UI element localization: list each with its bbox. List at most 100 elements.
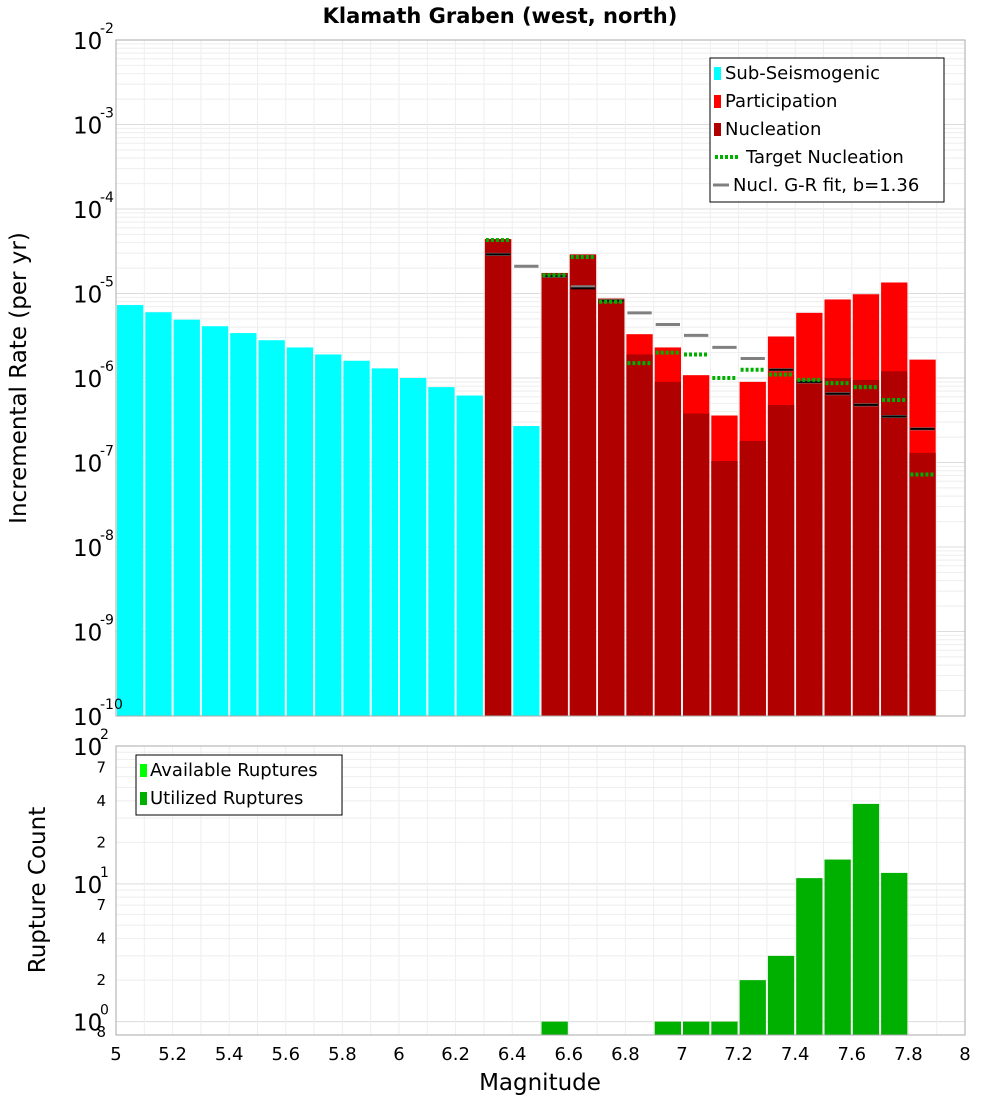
utilized-ruptures-bar: [541, 1021, 568, 1035]
utilized-ruptures-bar: [852, 803, 880, 1035]
top-y-tick-exponent: -8: [100, 528, 114, 544]
nucleation-bar: [541, 272, 568, 716]
x-tick-label: 7.2: [724, 1044, 753, 1065]
top-bars: [117, 239, 936, 717]
sub-seismogenic-bar: [173, 319, 200, 716]
nucleation-bar: [654, 381, 681, 716]
x-tick-label: 7.4: [781, 1044, 810, 1065]
nucleation-bar: [711, 461, 738, 716]
top-y-tick-exponent: -5: [100, 275, 114, 291]
utilized-ruptures-bar: [654, 1021, 681, 1035]
nucleation-bar: [569, 254, 597, 716]
bottom-y-tick-base: 10: [73, 873, 102, 899]
sub-seismogenic-bar: [286, 347, 314, 716]
legend-swatch-participation: [714, 95, 721, 108]
top-y-tick-base: 10: [73, 283, 102, 309]
top-y-tick: 10-9: [73, 613, 114, 647]
bottom-y-major-tick: 100: [73, 1003, 109, 1037]
sub-seismogenic-bar: [145, 312, 172, 716]
x-tick-label: 7: [676, 1044, 687, 1065]
chart-title: Klamath Graben (west, north): [323, 4, 678, 28]
x-tick-label: 7.6: [837, 1044, 866, 1065]
top-legend-box: [709, 57, 945, 203]
legend-label-utilized: Utilized Ruptures: [150, 788, 303, 809]
nucleation-bar: [881, 371, 908, 716]
sub-seismogenic-bar: [230, 333, 257, 716]
top-y-tick: 10-3: [73, 106, 114, 140]
top-legend: Sub-Seismogenic Participation Nucleation Ta…: [709, 57, 945, 203]
sub-seismogenic-bar: [400, 378, 427, 716]
top-marker-lines: [485, 237, 935, 477]
utilized-ruptures-bar: [881, 872, 908, 1035]
nucleation-bar: [484, 239, 512, 717]
bottom-y-minor-tick: 4: [96, 930, 106, 948]
bottom-y-minor-tick: 7: [96, 896, 106, 914]
top-y-tick-base: 10: [73, 536, 102, 562]
nucleation-bar: [796, 379, 823, 716]
x-tick-labels: 5 5.2 5.4 5.6 5.8 6 6.2 6.4 6.6 6.8 7 7.2 7.4 7.6 7.8 8: [110, 1044, 970, 1065]
legend-label-target: Target Nucleation: [745, 147, 904, 168]
bottom-y-tick-exponent: 1: [100, 865, 109, 881]
top-y-tick: 10-6: [73, 359, 114, 393]
top-y-tick-exponent: -3: [100, 106, 114, 122]
x-tick-label: 6.8: [611, 1044, 640, 1065]
bottom-y-minor-tick: 4: [96, 792, 106, 810]
legend-label-gr-fit: Nucl. G-R fit, b=1.36: [733, 175, 919, 196]
nucleation-bar: [598, 298, 625, 716]
x-tick-label: 5.6: [271, 1044, 300, 1065]
nucleation-bar: [767, 404, 795, 716]
top-y-tick-exponent: -6: [100, 359, 114, 375]
sub-seismogenic-bar: [456, 395, 483, 716]
nucleation-bar: [626, 354, 653, 716]
bottom-y-minor-tick: 2: [96, 971, 106, 989]
legend-swatch-nucleation: [714, 123, 721, 136]
bottom-y-tick-exponent: 0: [100, 1003, 109, 1019]
x-tick-label: 8: [959, 1044, 970, 1065]
sub-seismogenic-bar: [371, 368, 398, 716]
bottom-y-axis-label: Rupture Count: [25, 807, 51, 973]
bottom-plot-frame: [115, 745, 966, 1036]
top-y-tick-exponent: -4: [100, 190, 114, 206]
x-tick-label: 6.2: [441, 1044, 470, 1065]
sub-seismogenic-bar: [201, 326, 229, 716]
sub-seismogenic-bar: [117, 305, 144, 716]
x-tick-label: 5: [110, 1044, 121, 1065]
bottom-y-major-tick: 101: [73, 865, 109, 899]
top-y-tick: 10-10: [73, 697, 123, 731]
top-y-tick-base: 10: [73, 621, 102, 647]
x-tick-label: 6.6: [554, 1044, 583, 1065]
sub-seismogenic-bar: [513, 426, 540, 716]
x-tick-label: 5.2: [158, 1044, 187, 1065]
bottom-y-minor-tick: 2: [96, 833, 106, 851]
top-y-axis-label: Incremental Rate (per yr): [6, 232, 32, 524]
nucleation-bar: [852, 379, 880, 716]
top-y-tick: 10-2: [73, 21, 114, 55]
legend-swatch-available: [140, 764, 147, 777]
utilized-ruptures-bar: [796, 878, 823, 1035]
top-y-tick: 10-4: [73, 190, 114, 224]
bottom-y-major-tick: 102: [73, 727, 109, 761]
utilized-ruptures-bar: [739, 980, 766, 1035]
top-y-tick-base: 10: [73, 367, 102, 393]
bottom-y-minor-tick: 7: [96, 758, 106, 776]
bottom-y-minor-tick: 8: [96, 1023, 106, 1041]
x-tick-label: 5.8: [328, 1044, 357, 1065]
top-y-tick-exponent: -9: [100, 613, 114, 629]
nucleation-bar: [739, 440, 766, 716]
utilized-ruptures-bar: [824, 859, 851, 1035]
bottom-legend: Available Ruptures Utilized Ruptures: [135, 754, 343, 816]
bottom-legend-box: [135, 754, 343, 816]
utilized-ruptures-bar: [711, 1021, 738, 1035]
top-y-tick: 10-8: [73, 528, 114, 562]
sub-seismogenic-bar: [428, 387, 455, 716]
x-tick-label: 6: [393, 1044, 404, 1065]
top-y-tick-base: 10: [73, 452, 102, 478]
top-y-tick: 10-7: [73, 444, 114, 478]
top-plot-frame: [115, 39, 966, 717]
nucleation-bar: [683, 413, 710, 716]
legend-label-available: Available Ruptures: [150, 760, 318, 781]
utilized-ruptures-bar: [683, 1021, 710, 1035]
